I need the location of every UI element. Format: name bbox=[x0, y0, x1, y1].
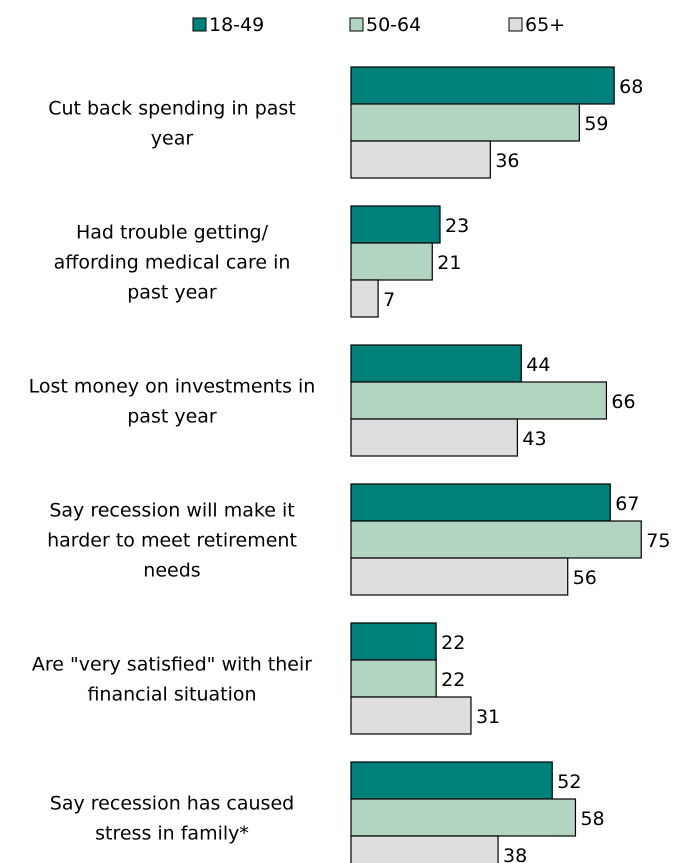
category-label: Are "very satisfied" with their financial… bbox=[32, 654, 312, 706]
bar-65+ bbox=[350, 835, 499, 863]
value-label: 22 bbox=[441, 632, 465, 654]
value-labels: 68 59 36 23 21 7 44 66 43 67 75 56 22 22 31 52 58 38 bbox=[383, 76, 670, 863]
value-label: 66 bbox=[611, 391, 635, 413]
bar-50-64 bbox=[350, 520, 642, 559]
value-label: 38 bbox=[503, 845, 527, 863]
value-label: 56 bbox=[573, 567, 597, 589]
legend-label-65+: 65+ bbox=[525, 14, 565, 36]
bar-65+ bbox=[350, 696, 472, 735]
legend-swatch-65+ bbox=[508, 17, 523, 32]
category-label: Had trouble getting/affording medical ca… bbox=[54, 222, 291, 304]
category-label: Say recession has caused stress in family… bbox=[50, 793, 294, 845]
value-label: 58 bbox=[580, 808, 604, 830]
bar-65+ bbox=[350, 140, 491, 179]
category-label: Say recession will make it harder to meet… bbox=[47, 500, 297, 582]
value-label: 68 bbox=[619, 76, 643, 98]
bar-18-49 bbox=[350, 622, 437, 661]
legend-label-50-64: 50-64 bbox=[366, 14, 421, 36]
value-label: 44 bbox=[526, 354, 550, 376]
bar-18-49 bbox=[350, 761, 553, 800]
value-label: 67 bbox=[615, 493, 639, 515]
category-label: Lost money on investments in past year bbox=[29, 376, 316, 428]
legend-label-18-49: 18-49 bbox=[209, 14, 264, 36]
legend: 18-49 50-64 65+ bbox=[192, 14, 565, 36]
value-label: 52 bbox=[557, 771, 581, 793]
legend-swatch-18-49 bbox=[192, 17, 207, 32]
value-label: 43 bbox=[522, 428, 546, 450]
value-label: 59 bbox=[584, 113, 608, 135]
bar-18-49 bbox=[350, 205, 441, 244]
bar-65+ bbox=[350, 557, 569, 596]
value-label: 21 bbox=[437, 252, 461, 274]
value-label: 36 bbox=[495, 150, 519, 172]
value-label: 31 bbox=[476, 706, 500, 728]
bar-50-64 bbox=[350, 103, 580, 142]
bar-50-64 bbox=[350, 659, 437, 698]
value-label: 7 bbox=[383, 289, 395, 311]
bar-65+ bbox=[350, 279, 379, 318]
legend-swatch-50-64 bbox=[349, 17, 364, 32]
category-label: Cut back spending in past year bbox=[48, 98, 296, 150]
bar-18-49 bbox=[350, 483, 611, 522]
bars bbox=[350, 66, 642, 863]
bar-50-64 bbox=[350, 381, 608, 420]
bar-65+ bbox=[350, 418, 519, 457]
bar-50-64 bbox=[350, 242, 433, 281]
category-labels: Cut back spending in past year Had trouble… bbox=[29, 98, 316, 845]
bar-18-49 bbox=[350, 344, 522, 383]
value-label: 75 bbox=[646, 530, 670, 552]
bar-50-64 bbox=[350, 798, 577, 837]
value-label: 22 bbox=[441, 669, 465, 691]
bar-18-49 bbox=[350, 66, 615, 105]
value-label: 23 bbox=[445, 215, 469, 237]
